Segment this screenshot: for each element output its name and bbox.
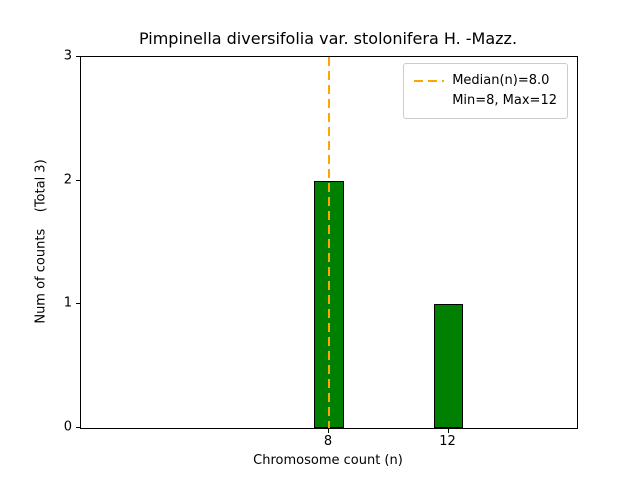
y-tick-label-0: 0 — [63, 419, 72, 435]
y-tick-mark — [76, 56, 80, 57]
y-tick-mark — [76, 303, 80, 305]
bar-n12 — [433, 304, 464, 428]
legend-label-minmax: Min=8, Max=12 — [452, 93, 557, 108]
y-tick-mark — [76, 179, 80, 181]
y-axis-label-wrap: Num of counts (Total 3) — [30, 56, 52, 427]
median-line — [328, 57, 330, 428]
legend-spacer — [414, 100, 444, 102]
legend: Median(n)=8.0 Min=8, Max=12 — [403, 63, 568, 119]
x-tick-label-12: 12 — [439, 434, 456, 449]
chart-title: Pimpinella diversifolia var. stolonifera… — [138, 29, 518, 48]
x-tick-label-8: 8 — [323, 434, 333, 449]
y-tick-label-2: 2 — [63, 172, 72, 188]
dashed-line-icon — [414, 80, 445, 82]
y-tick-mark — [76, 427, 80, 428]
y-tick-label-3: 3 — [63, 48, 72, 64]
legend-item-median: Median(n)=8.0 — [414, 71, 557, 91]
x-tick-mark — [328, 429, 329, 433]
y-tick-label-1: 1 — [63, 295, 72, 311]
x-tick-mark — [447, 429, 449, 433]
legend-label-median: Median(n)=8.0 — [452, 73, 550, 88]
legend-item-minmax: Min=8, Max=12 — [414, 91, 557, 111]
x-axis-label: Chromosome count (n) — [253, 453, 403, 468]
